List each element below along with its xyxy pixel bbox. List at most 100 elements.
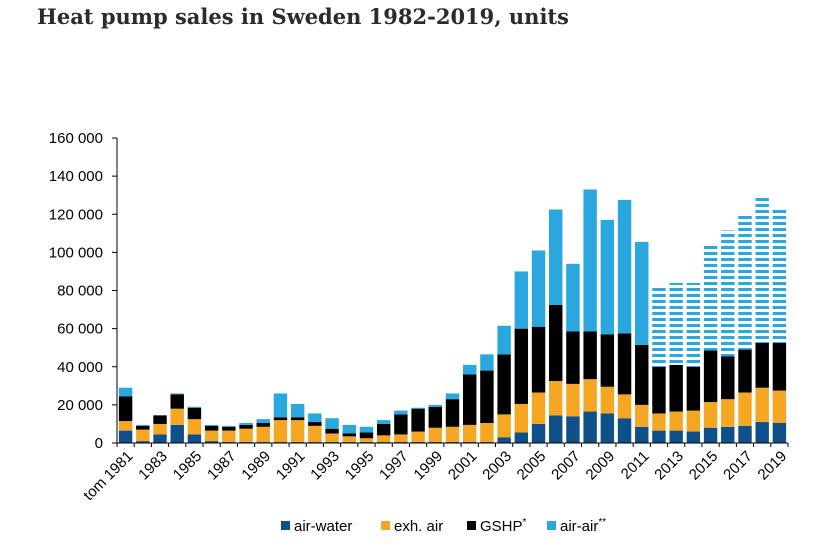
bar-air-air-2005	[531, 250, 546, 327]
bar-air-water-2017	[738, 425, 752, 443]
bar-air-air-1982	[136, 424, 150, 426]
bar-exh-air-2014	[686, 410, 701, 432]
bar-gshp-2009	[600, 334, 615, 387]
bar-exh-air-2015	[703, 402, 718, 428]
bar-air-air-1996	[376, 420, 391, 424]
bar-exh-air-1983	[153, 423, 167, 435]
bar-air-water-tom-1981	[118, 430, 133, 443]
bar-air-air-2012	[652, 287, 666, 367]
legend-swatch-gshp	[467, 521, 476, 530]
bar-exh-air-2000	[445, 426, 460, 443]
bar-air-air-2003	[497, 325, 511, 355]
bar-air-water-2013	[669, 430, 683, 443]
x-tick-label: 2015	[686, 448, 722, 484]
bar-gshp-2015	[703, 350, 718, 403]
x-tick-label: 1995	[342, 448, 378, 484]
y-tick-label: 60 000	[57, 321, 103, 338]
bar-exh-air-1984	[170, 408, 184, 425]
x-tick-label: 1999	[411, 448, 447, 484]
x-tick-label: tom 1981	[80, 448, 136, 504]
bar-air-water-2011	[635, 426, 649, 443]
bar-gshp-2011	[635, 344, 649, 405]
bar-air-air-2017	[738, 214, 752, 350]
bar-exh-air-1990	[273, 420, 288, 443]
bar-air-water-2004	[514, 432, 529, 443]
x-tick-label: 1993	[307, 448, 343, 484]
y-tick-label: 160 000	[49, 130, 103, 147]
bar-air-air-1998	[411, 407, 425, 409]
y-tick-label: 0	[95, 435, 103, 452]
x-tick-label: 2007	[548, 448, 584, 484]
bar-air-air-2019	[772, 209, 787, 343]
y-tick-label: 20 000	[57, 397, 103, 414]
legend-label-gshp: GSHP*	[480, 517, 527, 535]
bar-gshp-2007	[566, 331, 580, 384]
bar-air-air-1992	[308, 413, 322, 423]
bar-exh-air-2009	[600, 386, 615, 414]
bar-exh-air-2003	[497, 414, 511, 438]
bar-exh-air-2004	[514, 403, 529, 433]
bar-gshp-1992	[308, 422, 322, 426]
bar-air-water-2010	[617, 418, 632, 443]
bar-air-water-2018	[755, 422, 769, 443]
bar-air-air-2001	[463, 364, 477, 375]
bar-air-water-1985	[187, 434, 202, 443]
x-tick-label: 2009	[583, 448, 619, 484]
legend-swatch-air-air	[547, 521, 556, 530]
bar-air-air-1999	[428, 404, 442, 407]
chart-title: Heat pump sales in Sweden 1982-2019, uni…	[37, 4, 569, 29]
bar-air-air-2002	[480, 354, 494, 371]
x-tick-label: 1985	[170, 448, 206, 484]
bar-gshp-1982	[136, 425, 150, 430]
bar-gshp-1988	[239, 424, 253, 429]
x-tick-label: 2005	[514, 448, 550, 484]
bar-air-air-2009	[600, 219, 615, 335]
bar-exh-air-2006	[549, 381, 563, 416]
bar-gshp-2017	[738, 349, 752, 393]
y-tick-label: 100 000	[49, 244, 103, 261]
bar-gshp-2016	[721, 356, 735, 400]
bar-air-air-2015	[703, 245, 718, 351]
legend-label-air-water: air-water	[294, 518, 352, 535]
bar-air-water-2008	[583, 411, 597, 443]
bar-air-air-2016	[721, 230, 735, 357]
bar-air-air-2010	[617, 199, 632, 334]
bar-gshp-2013	[669, 364, 683, 412]
bar-exh-air-1992	[308, 425, 322, 443]
x-tick-label: 2013	[651, 448, 687, 484]
x-tick-label: 2019	[755, 448, 791, 484]
bar-exh-air-tom-1981	[118, 421, 133, 431]
bar-exh-air-2016	[721, 399, 735, 427]
bar-gshp-2014	[686, 366, 701, 411]
bar-exh-air-2008	[583, 379, 597, 412]
bar-exh-air-2013	[669, 411, 683, 431]
bar-exh-air-1996	[376, 435, 391, 443]
bar-gshp-2004	[514, 328, 529, 404]
bar-gshp-1997	[394, 414, 408, 435]
bar-air-air-2007	[566, 263, 580, 332]
bar-air-water-2005	[531, 423, 546, 443]
y-tick-label: 120 000	[49, 206, 103, 223]
bar-gshp-1990	[273, 417, 288, 421]
bar-gshp-2003	[497, 354, 511, 415]
bar-gshp-1994	[342, 433, 356, 437]
bar-gshp-1993	[325, 428, 339, 434]
bar-gshp-1983	[153, 415, 167, 424]
bar-exh-air-1986	[204, 430, 219, 442]
x-axis-ticks: tom 198119831985198719891991199319951997…	[80, 443, 790, 504]
bar-air-air-1990	[273, 393, 288, 418]
bar-exh-air-2002	[480, 422, 494, 443]
bar-air-air-1986	[204, 424, 219, 426]
x-tick-label: 1997	[376, 448, 412, 484]
legend-swatch-exh-air	[381, 521, 390, 530]
bar-gshp-2005	[531, 326, 546, 393]
x-tick-label: 2003	[479, 448, 515, 484]
bar-exh-air-2019	[772, 390, 787, 423]
legend-swatch-air-water	[281, 521, 290, 530]
x-tick-label: 1983	[135, 448, 171, 484]
bar-gshp-1984	[170, 394, 184, 409]
bar-exh-air-1995	[359, 438, 374, 443]
bar-gshp-1991	[290, 417, 305, 421]
y-tick-label: 40 000	[57, 359, 103, 376]
